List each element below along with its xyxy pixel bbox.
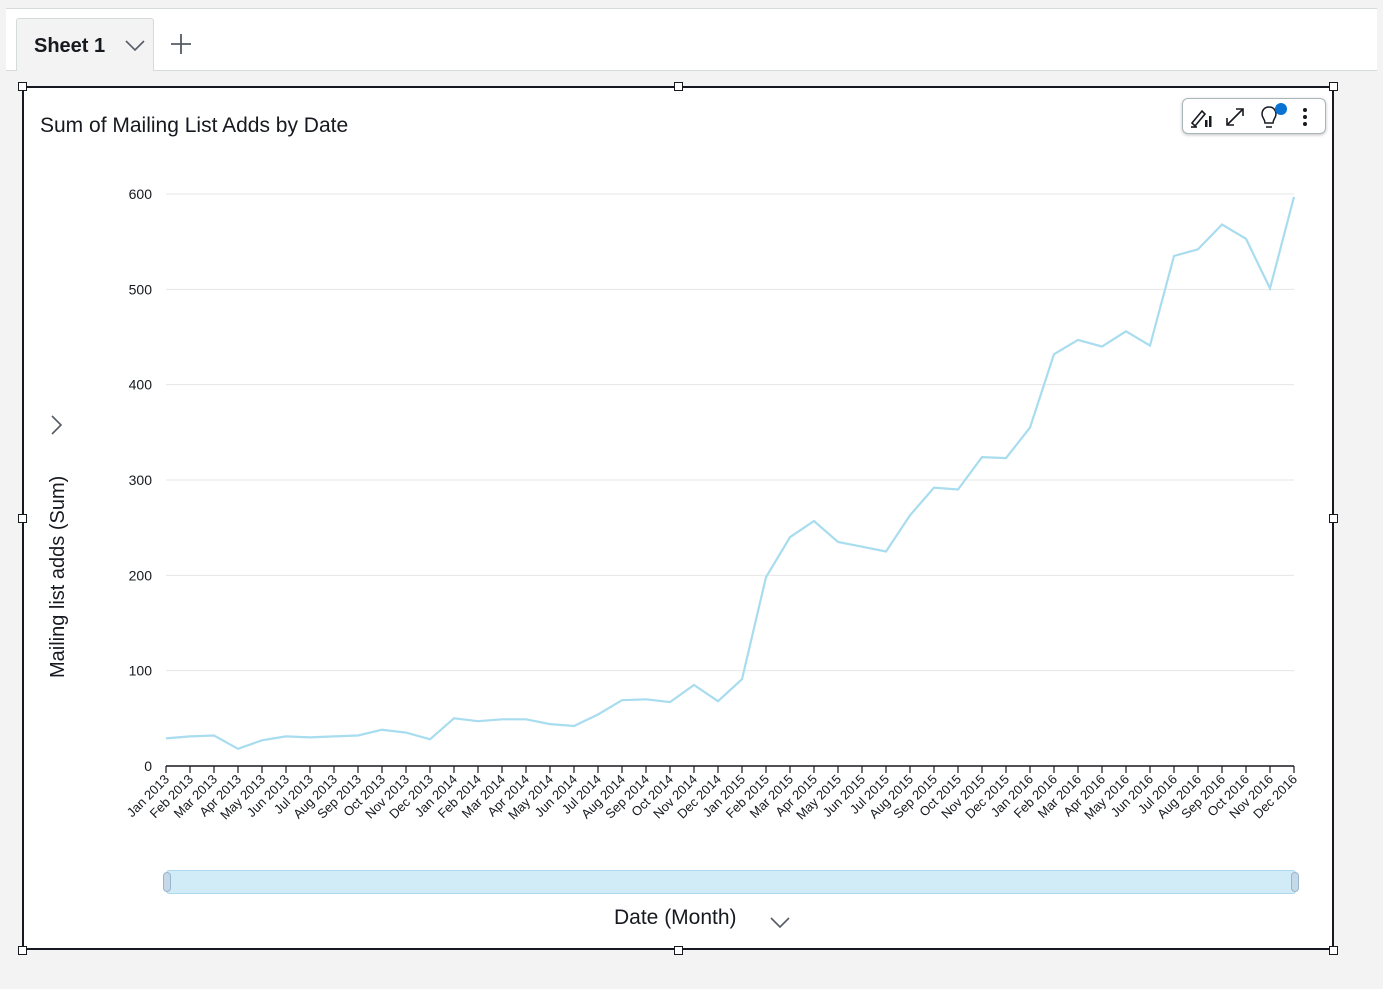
visual-menu xyxy=(1182,98,1326,134)
resize-handle-sw[interactable] xyxy=(18,946,27,955)
y-tick-label: 0 xyxy=(144,758,152,774)
y-tick-label: 600 xyxy=(129,186,153,202)
notification-dot xyxy=(1275,103,1287,115)
resize-handle-ne[interactable] xyxy=(1329,82,1338,91)
resize-handle-w[interactable] xyxy=(18,514,27,523)
add-sheet-icon[interactable] xyxy=(168,31,194,57)
y-tick-label: 500 xyxy=(129,281,153,297)
x-axis-title: Date (Month) xyxy=(614,906,737,929)
y-axis-title: Mailing list adds (Sum) xyxy=(47,476,69,678)
visual-title: Sum of Mailing List Adds by Date xyxy=(40,114,349,137)
y-axis-chevron-icon[interactable] xyxy=(48,413,64,437)
resize-handle-e[interactable] xyxy=(1329,514,1338,523)
y-tick-label: 300 xyxy=(129,472,153,488)
y-tick-label: 200 xyxy=(129,567,153,583)
format-visual-icon[interactable] xyxy=(1187,103,1215,131)
scroll-grip-left[interactable] xyxy=(163,872,171,892)
expand-icon[interactable] xyxy=(1221,103,1249,131)
chart-zoom-scrollbar[interactable] xyxy=(163,870,1299,894)
more-options-icon[interactable] xyxy=(1291,103,1319,131)
sheet-tab-bar: Sheet 1 xyxy=(6,8,1377,73)
line-chart-visual[interactable]: Sum of Mailing List Adds by Date 0 100 20 xyxy=(22,86,1334,950)
y-tick-label: 100 xyxy=(129,663,153,679)
sheet-tab-label: Sheet 1 xyxy=(34,34,106,57)
resize-handle-s[interactable] xyxy=(674,946,683,955)
chevron-down-icon[interactable] xyxy=(124,37,146,53)
resize-handle-se[interactable] xyxy=(1329,946,1338,955)
x-axis-chevron-icon[interactable] xyxy=(768,914,792,930)
scroll-grip-right[interactable] xyxy=(1291,872,1299,892)
resize-handle-n[interactable] xyxy=(674,82,683,91)
series-line[interactable] xyxy=(165,196,1296,751)
sheet-tab[interactable]: Sheet 1 xyxy=(16,18,154,73)
y-tick-label: 400 xyxy=(129,377,153,393)
resize-handle-nw[interactable] xyxy=(18,82,27,91)
